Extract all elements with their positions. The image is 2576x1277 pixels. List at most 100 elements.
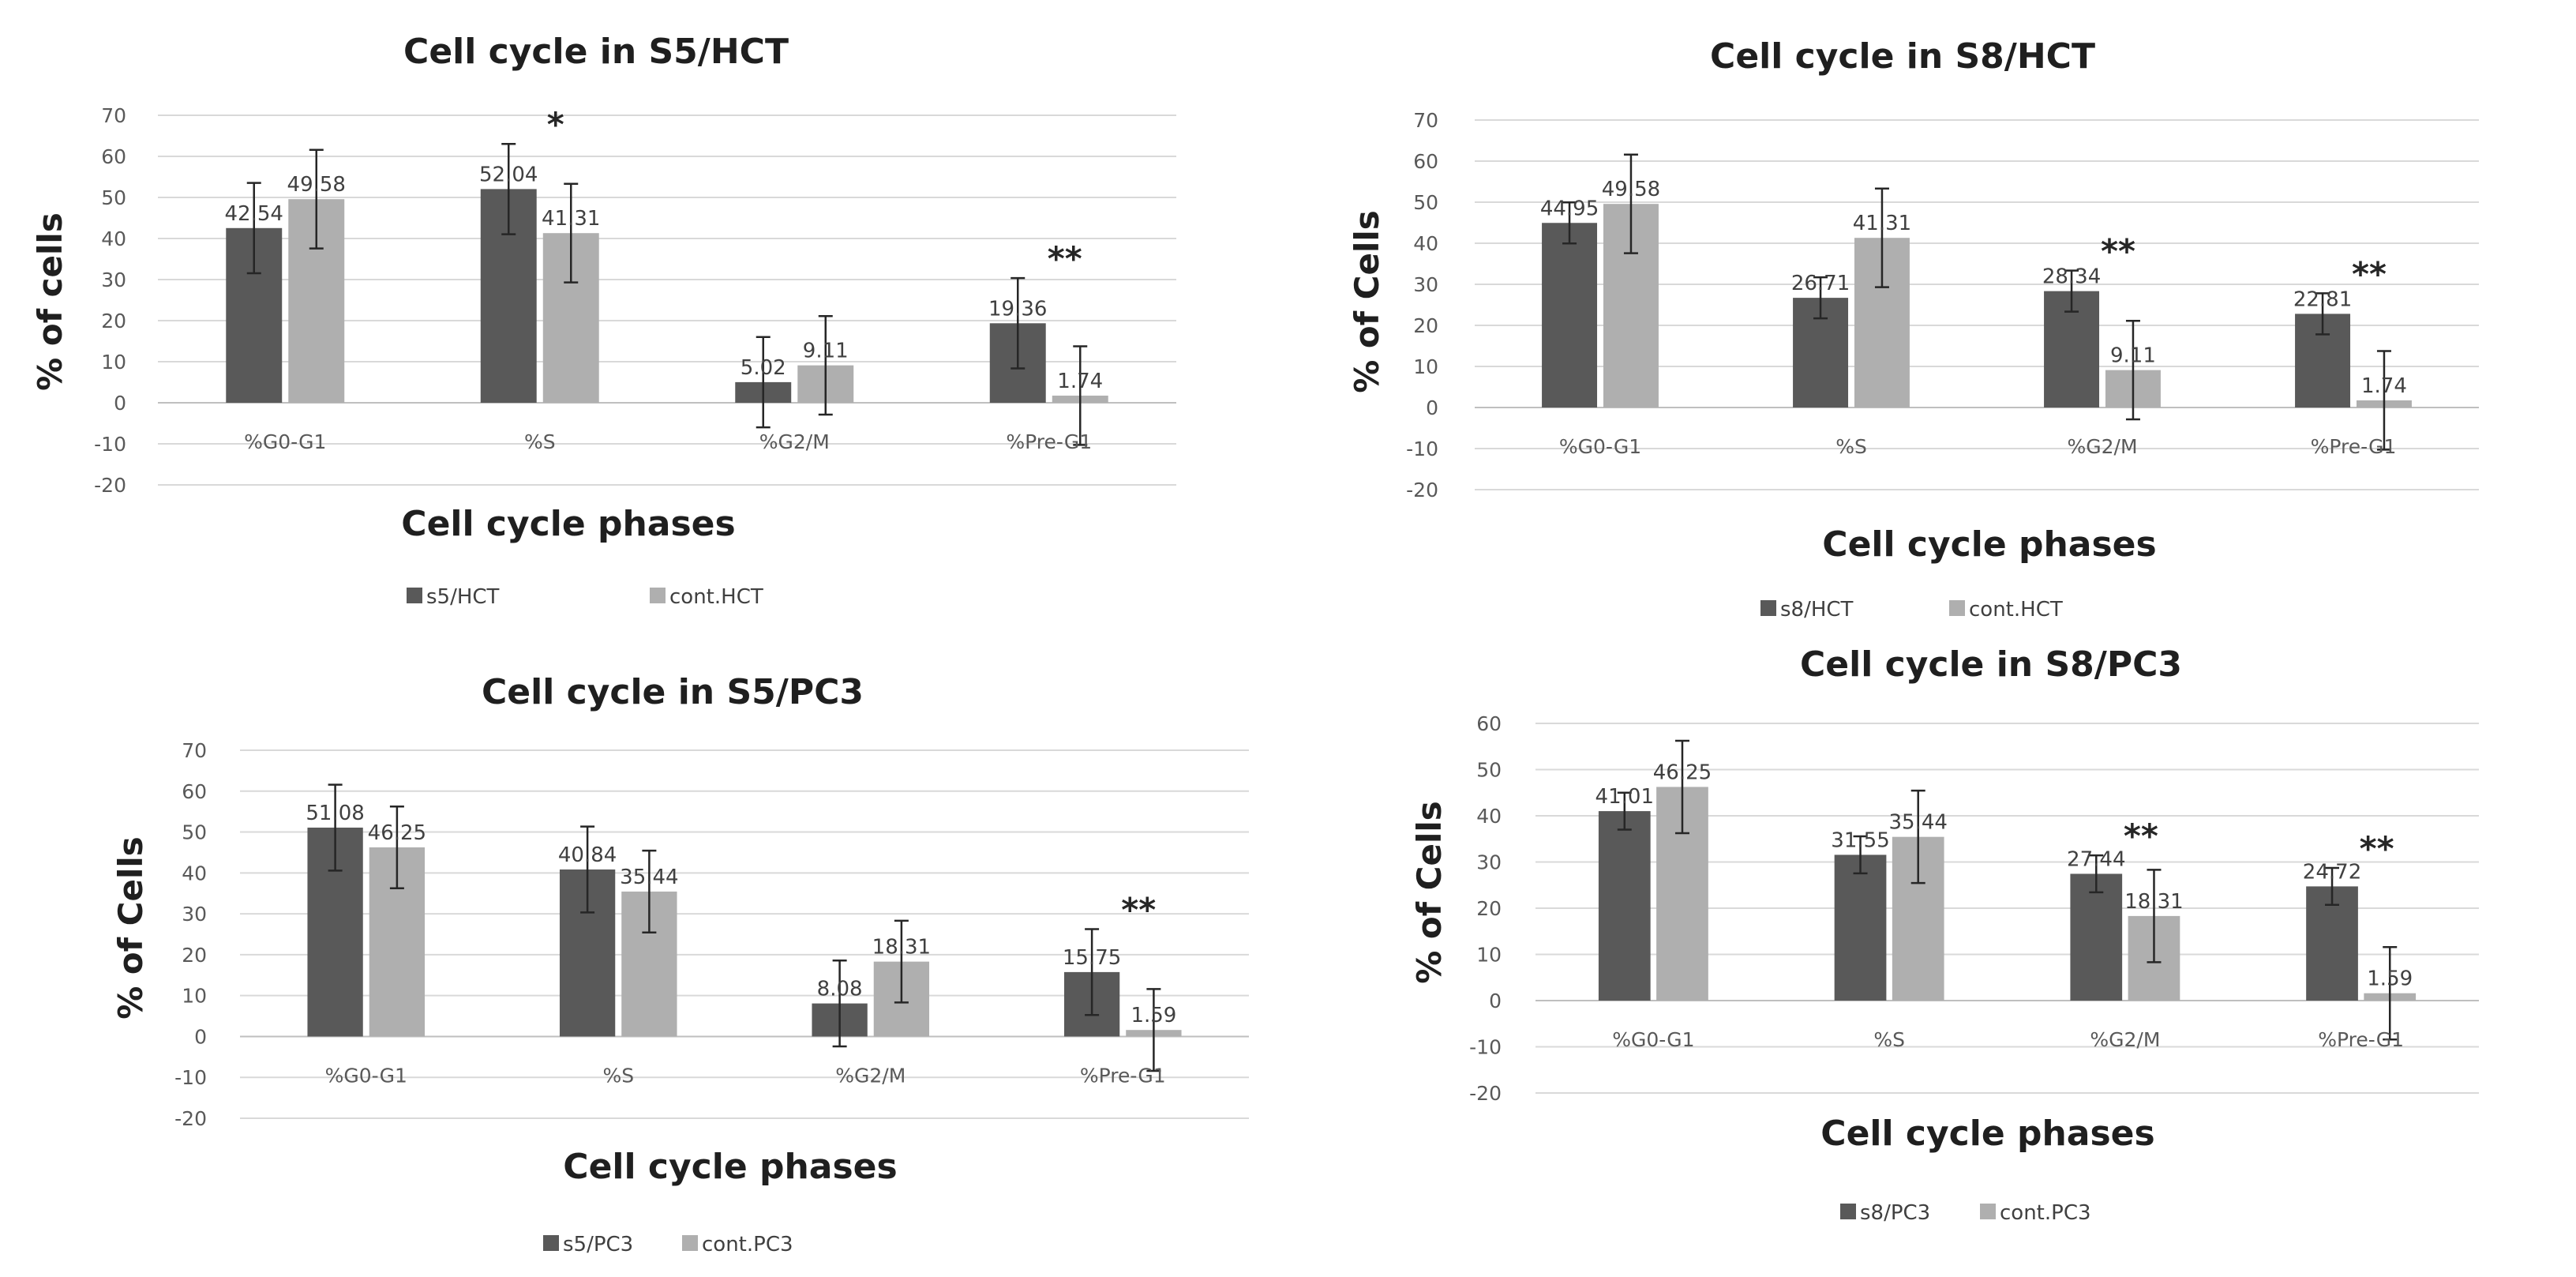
x-tick-label: %S (524, 430, 556, 453)
data-label: 46.25 (368, 821, 426, 845)
y-tick-label: 60 (1476, 712, 1502, 735)
y-tick-label: 30 (1476, 851, 1502, 874)
x-tick-label: %G2/M (2067, 435, 2137, 458)
data-label: 1.74 (1057, 370, 1103, 393)
bar-treated (2070, 873, 2123, 1001)
y-tick-label: -20 (174, 1107, 207, 1130)
y-tick-label: 0 (194, 1025, 207, 1048)
data-label: 22.81 (2293, 287, 2352, 311)
data-label: 35.44 (1889, 811, 1948, 835)
chart-s5-pc3: Cell cycle in S5/PC3 % of Cells -20 -10 0 1… (111, 672, 1249, 1256)
legend-label-series-1: s5/PC3 (563, 1233, 633, 1256)
y-axis-label: % of cells (31, 212, 69, 391)
chart-s5-hct: Cell cycle in S5/HCT % of cells -20 -10 0 1… (31, 32, 1176, 609)
data-label: 40.84 (558, 843, 617, 867)
data-label: 1.74 (2361, 374, 2407, 398)
data-label: 27.44 (2067, 847, 2125, 871)
x-tick-label: %Pre-G1 (1006, 430, 1092, 453)
y-tick-label: 70 (182, 739, 207, 762)
legend-swatch-series-1 (543, 1235, 559, 1251)
y-tick-label: -20 (94, 474, 126, 497)
x-axis-label: Cell cycle phases (1820, 1114, 2154, 1154)
y-tick-label: 60 (182, 780, 207, 803)
data-label: 28.34 (2042, 265, 2101, 289)
chart-title: Cell cycle in S8/PC3 (1800, 644, 2182, 685)
chart-title: Cell cycle in S5/HCT (403, 32, 789, 72)
data-label: 52.04 (479, 163, 538, 186)
y-tick-label: -10 (1406, 438, 1438, 460)
y-tick-label: 0 (114, 392, 126, 415)
y-tick-label: 30 (182, 903, 207, 926)
data-label: 44.95 (1540, 197, 1599, 220)
y-tick-label: 20 (1413, 314, 1438, 337)
significance-marker: ** (2360, 829, 2394, 868)
x-tick-label: %G0-G1 (325, 1064, 407, 1087)
x-tick-label: %G0-G1 (1612, 1028, 1694, 1051)
x-axis-label: Cell cycle phases (563, 1147, 897, 1187)
data-label: 18.31 (872, 936, 931, 960)
y-tick-label: 10 (101, 351, 126, 374)
legend: s8/PC3 cont.PC3 (1840, 1201, 2091, 1225)
y-tick-label: 0 (1489, 990, 1502, 1012)
legend: s8/HCT cont.HCT (1760, 598, 2063, 622)
data-label: 8.08 (817, 978, 863, 1001)
y-tick-label: 60 (1413, 150, 1438, 173)
y-tick-label: 70 (101, 104, 126, 127)
data-label: 49.58 (1602, 178, 1660, 201)
significance-marker: * (547, 105, 564, 144)
data-label: 46.25 (1653, 761, 1712, 784)
legend-swatch-series-1 (1760, 600, 1776, 616)
y-axis-label: % of Cells (1410, 801, 1449, 984)
significance-marker: ** (1121, 891, 1156, 930)
data-label: 1.59 (2367, 967, 2413, 991)
data-label: 9.11 (803, 340, 849, 363)
bar-treated (1542, 223, 1598, 408)
x-tick-label: %Pre-G1 (2318, 1028, 2404, 1051)
data-label: 41.31 (1853, 212, 1911, 235)
legend-swatch-series-2 (1949, 600, 1965, 616)
y-tick-label: 0 (1426, 396, 1438, 419)
significance-marker: ** (2124, 817, 2158, 855)
x-tick-label: %Pre-G1 (2311, 435, 2397, 458)
x-axis-label: Cell cycle phases (401, 504, 735, 544)
legend-swatch-series-1 (1840, 1204, 1856, 1219)
data-label: 18.31 (2124, 890, 2183, 914)
significance-marker: ** (2101, 232, 2135, 271)
y-tick-label: 40 (1476, 805, 1502, 828)
data-label: 26.71 (1791, 272, 1850, 295)
data-label: 31.55 (1831, 828, 1889, 852)
y-tick-label: -10 (94, 433, 126, 456)
x-tick-label: %S (1873, 1028, 1905, 1051)
legend-swatch-series-2 (682, 1235, 698, 1251)
x-tick-label: %G0-G1 (1559, 435, 1641, 458)
y-tick-label: 20 (1476, 897, 1502, 920)
y-tick-label: 50 (182, 821, 207, 844)
legend-swatch-series-1 (407, 588, 422, 603)
y-tick-label: 20 (101, 310, 126, 332)
y-tick-label: -20 (1406, 479, 1438, 501)
data-label: 9.11 (2110, 344, 2156, 368)
y-tick-label: 40 (101, 227, 126, 250)
y-tick-label: 30 (1413, 273, 1438, 296)
y-axis-label: % of Cells (1348, 210, 1386, 393)
x-axis-label: Cell cycle phases (1822, 524, 2156, 565)
data-label: 51.08 (306, 802, 364, 825)
x-tick-label: %Pre-G1 (1080, 1064, 1166, 1087)
y-tick-label: 50 (1476, 759, 1502, 782)
y-tick-label: 10 (182, 985, 207, 1008)
legend-label-series-1: s5/HCT (426, 585, 500, 609)
y-tick-label: -10 (1469, 1036, 1502, 1059)
data-label: 5.02 (741, 356, 786, 380)
y-tick-label: 40 (182, 862, 207, 885)
y-tick-label: 30 (101, 269, 126, 291)
x-tick-label: %G0-G1 (244, 430, 326, 453)
legend-label-series-1: s8/PC3 (1860, 1201, 1930, 1225)
x-tick-label: %G2/M (835, 1064, 906, 1087)
y-tick-label: -10 (174, 1066, 207, 1089)
y-tick-label: 60 (101, 145, 126, 168)
bar-treated (1834, 854, 1887, 1001)
chart-title: Cell cycle in S5/PC3 (482, 672, 864, 712)
